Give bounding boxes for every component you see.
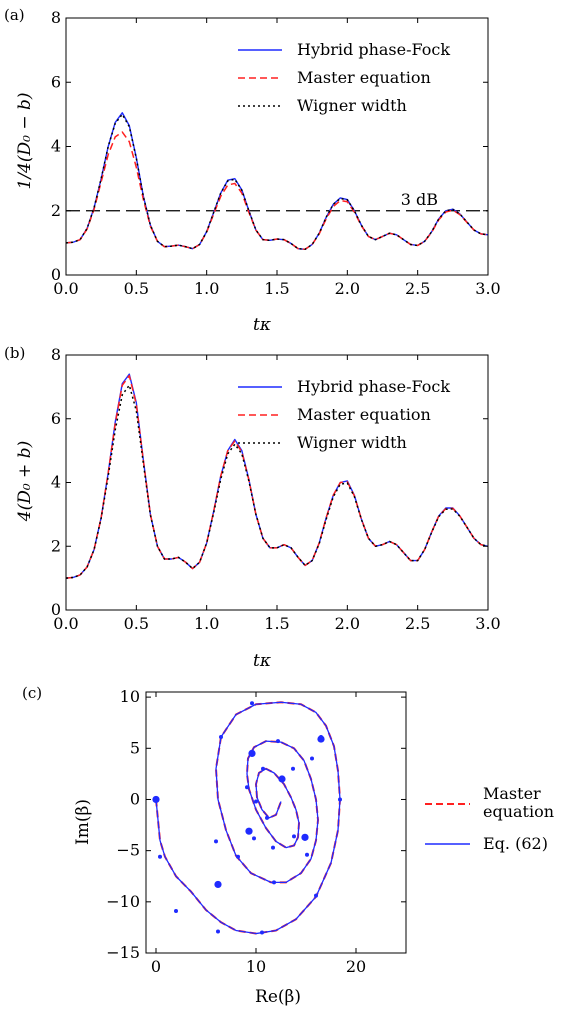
panel-c-marker-large — [301, 833, 309, 841]
panel-c-marker-small — [174, 909, 178, 914]
panel-a: 3 dB 0.0 0.5 1.0 1.5 2.0 2.5 3.0 0 2 4 6 8 Hybrid pha… — [4, 6, 501, 335]
panel-b-xtick-label: 2.0 — [335, 614, 360, 633]
panel-b-ytick-label: 2 — [51, 536, 61, 555]
panel-b-ytick-label: 6 — [51, 409, 61, 428]
panel-b-legend-label-3: Wigner width — [297, 433, 407, 452]
panel-b-ytick-label: 4 — [51, 473, 61, 492]
panel-c-marker-small — [338, 797, 342, 802]
panel-c-ytick-label: 0 — [130, 789, 140, 808]
panel-c-series-eq62-line — [155, 701, 341, 935]
panel-c-marker-small — [219, 735, 223, 740]
panel-a-series-1-line — [65, 112, 489, 250]
panel-b-label: (b) — [4, 344, 25, 362]
panel-c-marker-small — [261, 766, 265, 771]
panel-a-xlabel: tκ — [253, 315, 271, 335]
panel-a-xtick-label: 1.0 — [194, 279, 219, 298]
panel-a-label: (a) — [4, 6, 25, 24]
panel-c-legend-label-2: Eq. (62) — [483, 834, 548, 853]
panel-a-xtick-label: 0.5 — [124, 279, 149, 298]
panel-c-marker-small — [276, 739, 280, 744]
panel-b-ylabel: 4(D₀ + b) — [15, 441, 35, 522]
panel-c-marker-small — [254, 799, 258, 804]
panel-b-xtick-label: 3.0 — [475, 614, 500, 633]
panel-c-ylabel: Im(β) — [73, 799, 93, 845]
panel-a-legend-label-1: Hybrid phase-Fock — [297, 40, 450, 59]
panel-a-xtick-label: 2.0 — [335, 279, 360, 298]
panel-c-marker-small — [245, 785, 249, 790]
panel-b-xtick-label: 0.0 — [53, 614, 78, 633]
panel-b-xtick-label: 0.5 — [124, 614, 149, 633]
panel-a-legend-label-3: Wigner width — [297, 96, 407, 115]
panel-a-series-3-line — [65, 113, 489, 251]
panel-b-ytick-label: 8 — [51, 345, 61, 364]
panel-b-xtick-label: 1.5 — [264, 614, 289, 633]
panel-a-xtick-label: 0.0 — [53, 279, 78, 298]
panel-c-marker-small — [214, 839, 218, 844]
panel-c-xlabel: Re(β) — [255, 987, 301, 1007]
panel-b-plot-area: 0.0 0.5 1.0 1.5 2.0 2.5 3.0 0 2 4 6 8 Hybrid phase-F… — [51, 345, 501, 633]
panel-a-legend-label-2: Master equation — [297, 68, 431, 87]
panel-c-ytick-label: 5 — [130, 738, 140, 757]
panel-c-marker-large — [245, 827, 253, 835]
panel-c-legend-label-1: Master equation — [483, 784, 554, 821]
panel-c-marker-small — [252, 836, 256, 841]
panel-c-marker-small — [260, 930, 264, 935]
panel-c-xtick-label: 20 — [346, 957, 366, 976]
panel-c-marker-small — [305, 852, 309, 857]
panel-b: 0.0 0.5 1.0 1.5 2.0 2.5 3.0 0 2 4 6 8 Hybrid phase-F… — [4, 344, 501, 671]
panel-c-ytick-label: −5 — [116, 841, 140, 860]
panel-c-ytick-label: −10 — [106, 892, 140, 911]
panel-c-label: (c) — [22, 684, 42, 702]
panel-c-axes-frame — [145, 691, 407, 954]
panel-c-legend-label-1-line-2: equation — [483, 802, 554, 821]
panel-b-series-3-line — [65, 384, 489, 579]
panel-c-marker-small — [310, 756, 314, 761]
panel-b-xtick-label: 1.0 — [194, 614, 219, 633]
panel-a-ytick-label: 2 — [51, 201, 61, 220]
panel-c-marker-small — [291, 766, 295, 771]
panel-a-ytick-label: 4 — [51, 137, 61, 156]
panel-c-marker-large — [317, 735, 325, 743]
panel-a-ytick-label: 0 — [51, 265, 61, 284]
panel-c-marker-small — [292, 834, 296, 839]
panel-c-marker-large — [248, 749, 256, 758]
panel-c-plot-area: 0 10 20 −15 −10 −5 0 5 10 Master equation Eq. (62) — [106, 687, 554, 976]
panel-c-ytick-label: 10 — [120, 687, 140, 706]
panel-a-ylabel: 1/4(D₀ − b) — [15, 92, 35, 189]
panel-c-ytick-label: −15 — [106, 943, 140, 962]
panel-c-marker-small — [216, 929, 220, 934]
panel-c-marker-large — [152, 795, 160, 804]
panel-a-xtick-label: 1.5 — [264, 279, 289, 298]
panel-c-marker-small — [271, 845, 275, 850]
panel-b-ytick-label: 0 — [51, 600, 61, 619]
panel-a-xtick-label: 2.5 — [405, 279, 430, 298]
panel-a-ytick-label: 6 — [51, 72, 61, 91]
panel-c-marker-small — [236, 854, 240, 859]
panel-c-marker-large — [214, 880, 222, 889]
panel-a-xtick-label: 3.0 — [475, 279, 500, 298]
panel-b-legend-label-2: Master equation — [297, 405, 431, 424]
panel-c-marker-small — [314, 893, 318, 898]
panel-c-marker-small — [272, 880, 276, 885]
panel-b-xlabel: tκ — [253, 651, 271, 671]
panel-b-legend-label-1: Hybrid phase-Fock — [297, 377, 450, 396]
panel-c-series-master-line — [155, 701, 341, 935]
panel-c-marker-small — [250, 701, 254, 706]
panel-a-plot-area: 3 dB 0.0 0.5 1.0 1.5 2.0 2.5 3.0 0 2 4 6 8 Hybrid pha… — [51, 8, 501, 298]
panel-c-marker-small — [265, 815, 269, 820]
panel-a-series-2-line — [65, 131, 489, 251]
panel-c-xtick-label: 0 — [151, 957, 161, 976]
panel-c-xtick-label: 10 — [246, 957, 266, 976]
panel-c-marker-small — [158, 854, 162, 859]
panel-b-xtick-label: 2.5 — [405, 614, 430, 633]
panel-c-legend-label-1-line-1: Master — [483, 784, 541, 803]
panel-a-ytick-label: 8 — [51, 8, 61, 27]
panel-c-marker-large — [278, 775, 286, 783]
panel-a-reference-label: 3 dB — [401, 190, 438, 209]
